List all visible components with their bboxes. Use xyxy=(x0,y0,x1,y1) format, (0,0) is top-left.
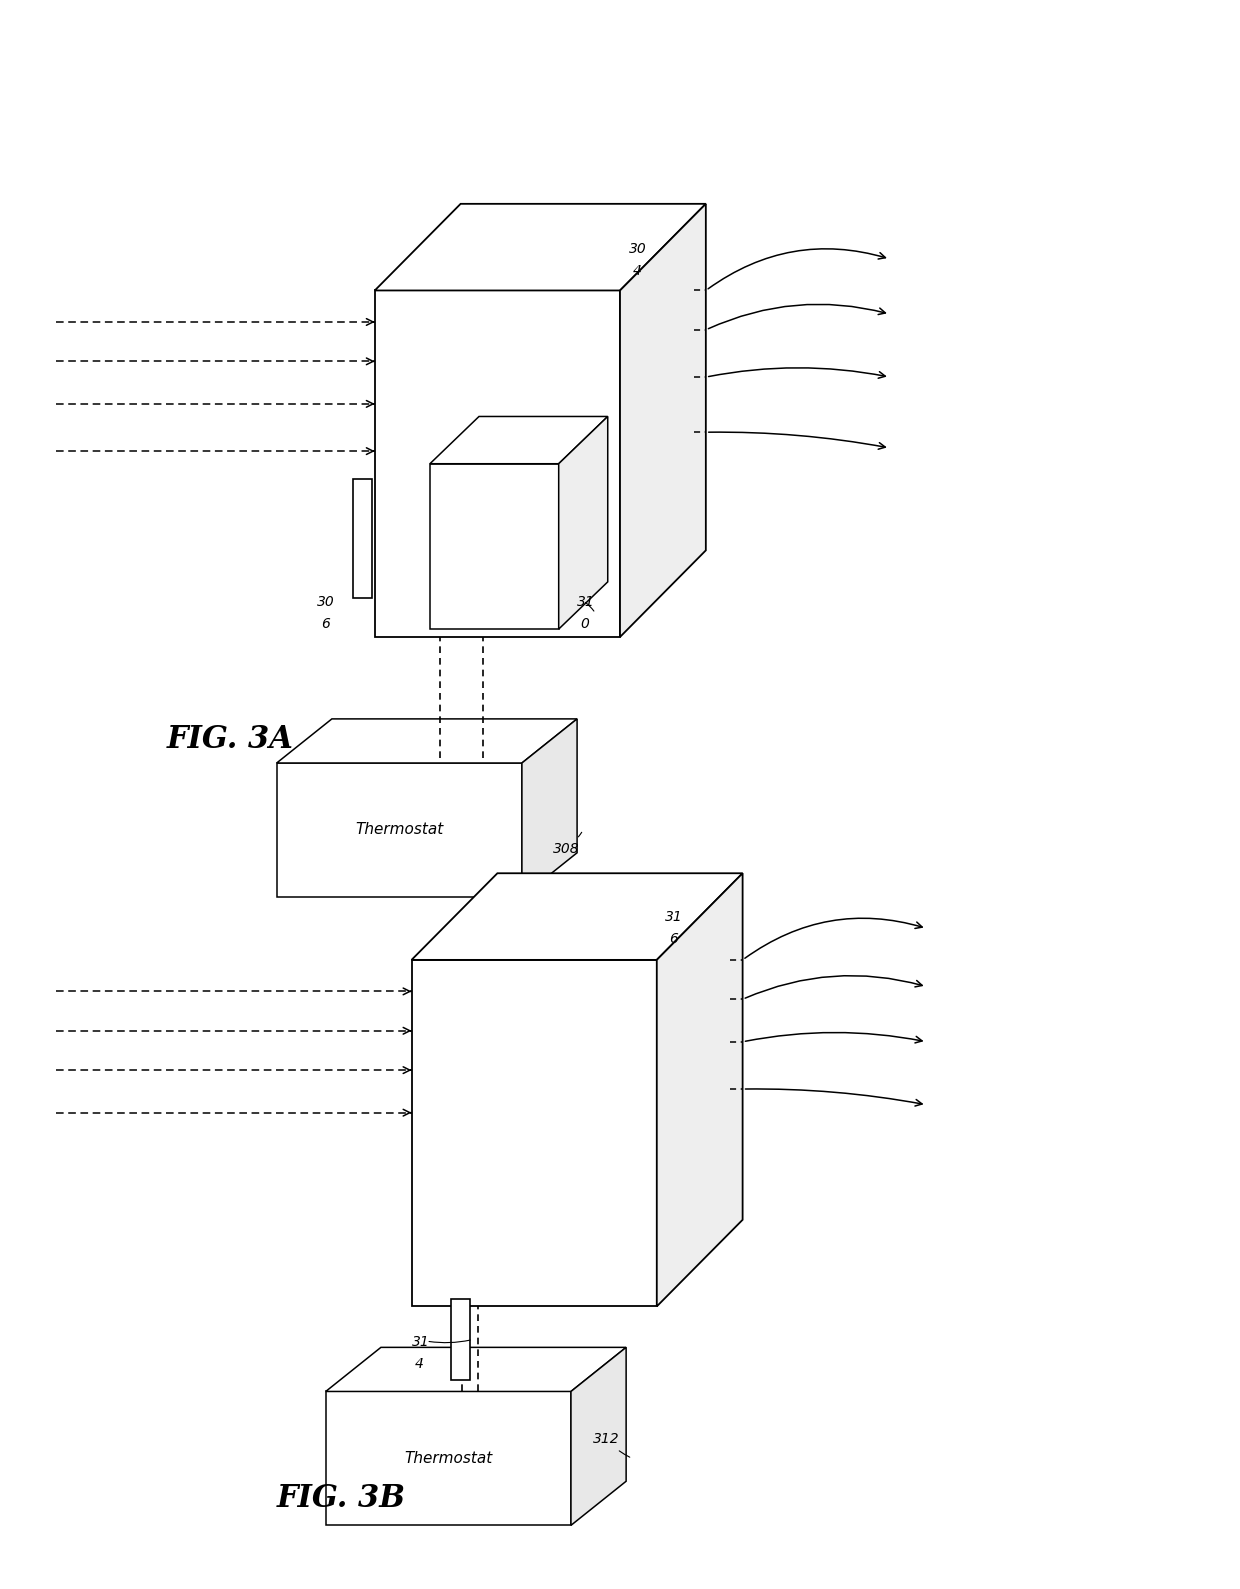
Text: 4: 4 xyxy=(632,264,641,278)
Polygon shape xyxy=(430,464,559,629)
Text: Thermostat: Thermostat xyxy=(355,823,444,837)
Polygon shape xyxy=(451,1298,470,1381)
Text: 31: 31 xyxy=(666,909,683,923)
Polygon shape xyxy=(326,1392,570,1525)
Polygon shape xyxy=(277,718,577,763)
Polygon shape xyxy=(326,1347,626,1392)
Polygon shape xyxy=(374,291,620,637)
Text: Thermostat: Thermostat xyxy=(404,1451,492,1467)
Text: 31: 31 xyxy=(412,1335,429,1349)
Text: FIG. 3A: FIG. 3A xyxy=(166,725,293,755)
Text: 0: 0 xyxy=(580,617,590,631)
Polygon shape xyxy=(430,416,608,464)
Text: 6: 6 xyxy=(670,931,678,945)
Text: FIG. 3B: FIG. 3B xyxy=(277,1483,405,1514)
Polygon shape xyxy=(412,874,743,960)
Polygon shape xyxy=(522,718,577,896)
Polygon shape xyxy=(412,960,657,1306)
Text: 30: 30 xyxy=(317,594,335,609)
Polygon shape xyxy=(657,874,743,1306)
Polygon shape xyxy=(374,203,706,291)
Polygon shape xyxy=(559,416,608,629)
Text: 308: 308 xyxy=(553,833,582,856)
Polygon shape xyxy=(570,1347,626,1525)
Polygon shape xyxy=(352,480,372,597)
Polygon shape xyxy=(277,763,522,896)
Text: 4: 4 xyxy=(415,1357,424,1371)
Polygon shape xyxy=(620,203,706,637)
Text: 6: 6 xyxy=(321,617,330,631)
Text: 312: 312 xyxy=(593,1432,630,1457)
Text: 30: 30 xyxy=(629,242,646,256)
Text: 31: 31 xyxy=(577,594,595,609)
